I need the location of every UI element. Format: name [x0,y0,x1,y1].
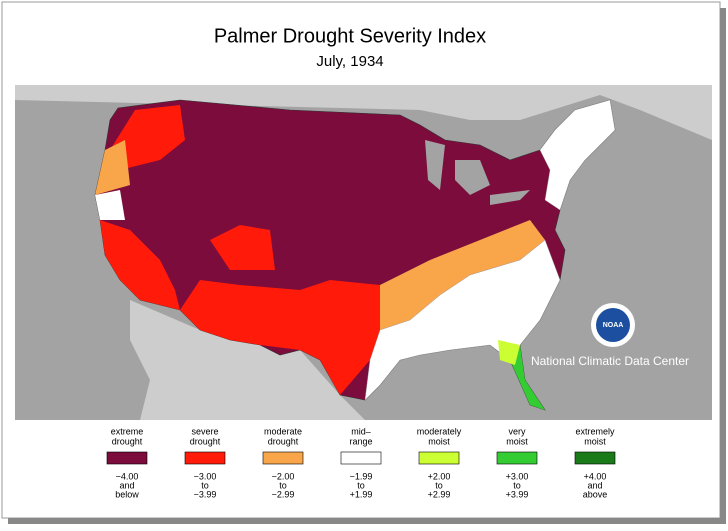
legend-range: +4.00 [584,471,607,481]
region-normal [95,190,125,220]
legend-label: moist [428,436,450,446]
legend-label: severe [191,426,218,436]
legend-range: −1.99 [350,471,373,481]
legend-range: and [587,480,602,490]
legend-swatch [340,451,382,465]
region-severe [180,280,380,395]
logo-text: NOAA [603,322,624,329]
legend-range: to [513,480,521,490]
title: Palmer Drought Severity Index [214,25,486,47]
legend-swatch [106,451,148,465]
legend-label: drought [268,436,299,446]
legend-range: to [279,480,287,490]
legend-label: moist [506,436,528,446]
legend-range: −2.00 [272,471,295,481]
legend-range: +2.00 [428,471,451,481]
credit: National Climatic Data Center [531,354,689,368]
frame-shadow [8,518,726,524]
legend-range: below [115,489,139,499]
legend-range: to [201,480,209,490]
legend-label: drought [190,436,221,446]
legend-label: moist [584,436,606,446]
great-lakes [425,140,530,205]
legend-range: +1.99 [350,489,373,499]
legend-label: very [508,426,526,436]
legend-range: above [583,489,608,499]
legend-label: extreme [111,426,144,436]
region-severe [110,105,185,170]
region-severe [210,225,275,270]
legend-swatch [418,451,460,465]
legend-swatch [574,451,616,465]
legend: extremedrought−4.00andbelowseveredrought… [106,426,616,499]
legend-swatch [496,451,538,465]
region-very-moist [510,345,545,410]
canada [15,85,712,140]
legend-range: to [435,480,443,490]
legend-label: range [349,436,372,446]
legend-label: mid– [351,426,371,436]
region-normal [539,99,616,211]
mexico [130,300,365,420]
logo [596,308,630,342]
region-moderate [95,140,130,195]
legend-range: −3.99 [194,489,217,499]
legend-range: +2.99 [428,489,451,499]
legend-range: +3.99 [506,489,529,499]
legend-range: and [119,480,134,490]
region-moderate [380,220,545,330]
region-moist [498,340,520,365]
legend-range: −3.00 [194,471,217,481]
legend-swatch [262,451,304,465]
subtitle: July, 1934 [316,53,383,70]
legend-label: extremely [575,426,615,436]
legend-range: to [357,480,365,490]
frame-shadow [720,8,726,522]
legend-range: −4.00 [116,471,139,481]
region-severe [100,220,180,310]
legend-range: +3.00 [506,471,529,481]
legend-label: drought [112,436,143,446]
legend-label: moderate [264,426,302,436]
legend-range: −2.99 [272,489,295,499]
legend-swatch [184,451,226,465]
legend-label: moderately [417,426,462,436]
